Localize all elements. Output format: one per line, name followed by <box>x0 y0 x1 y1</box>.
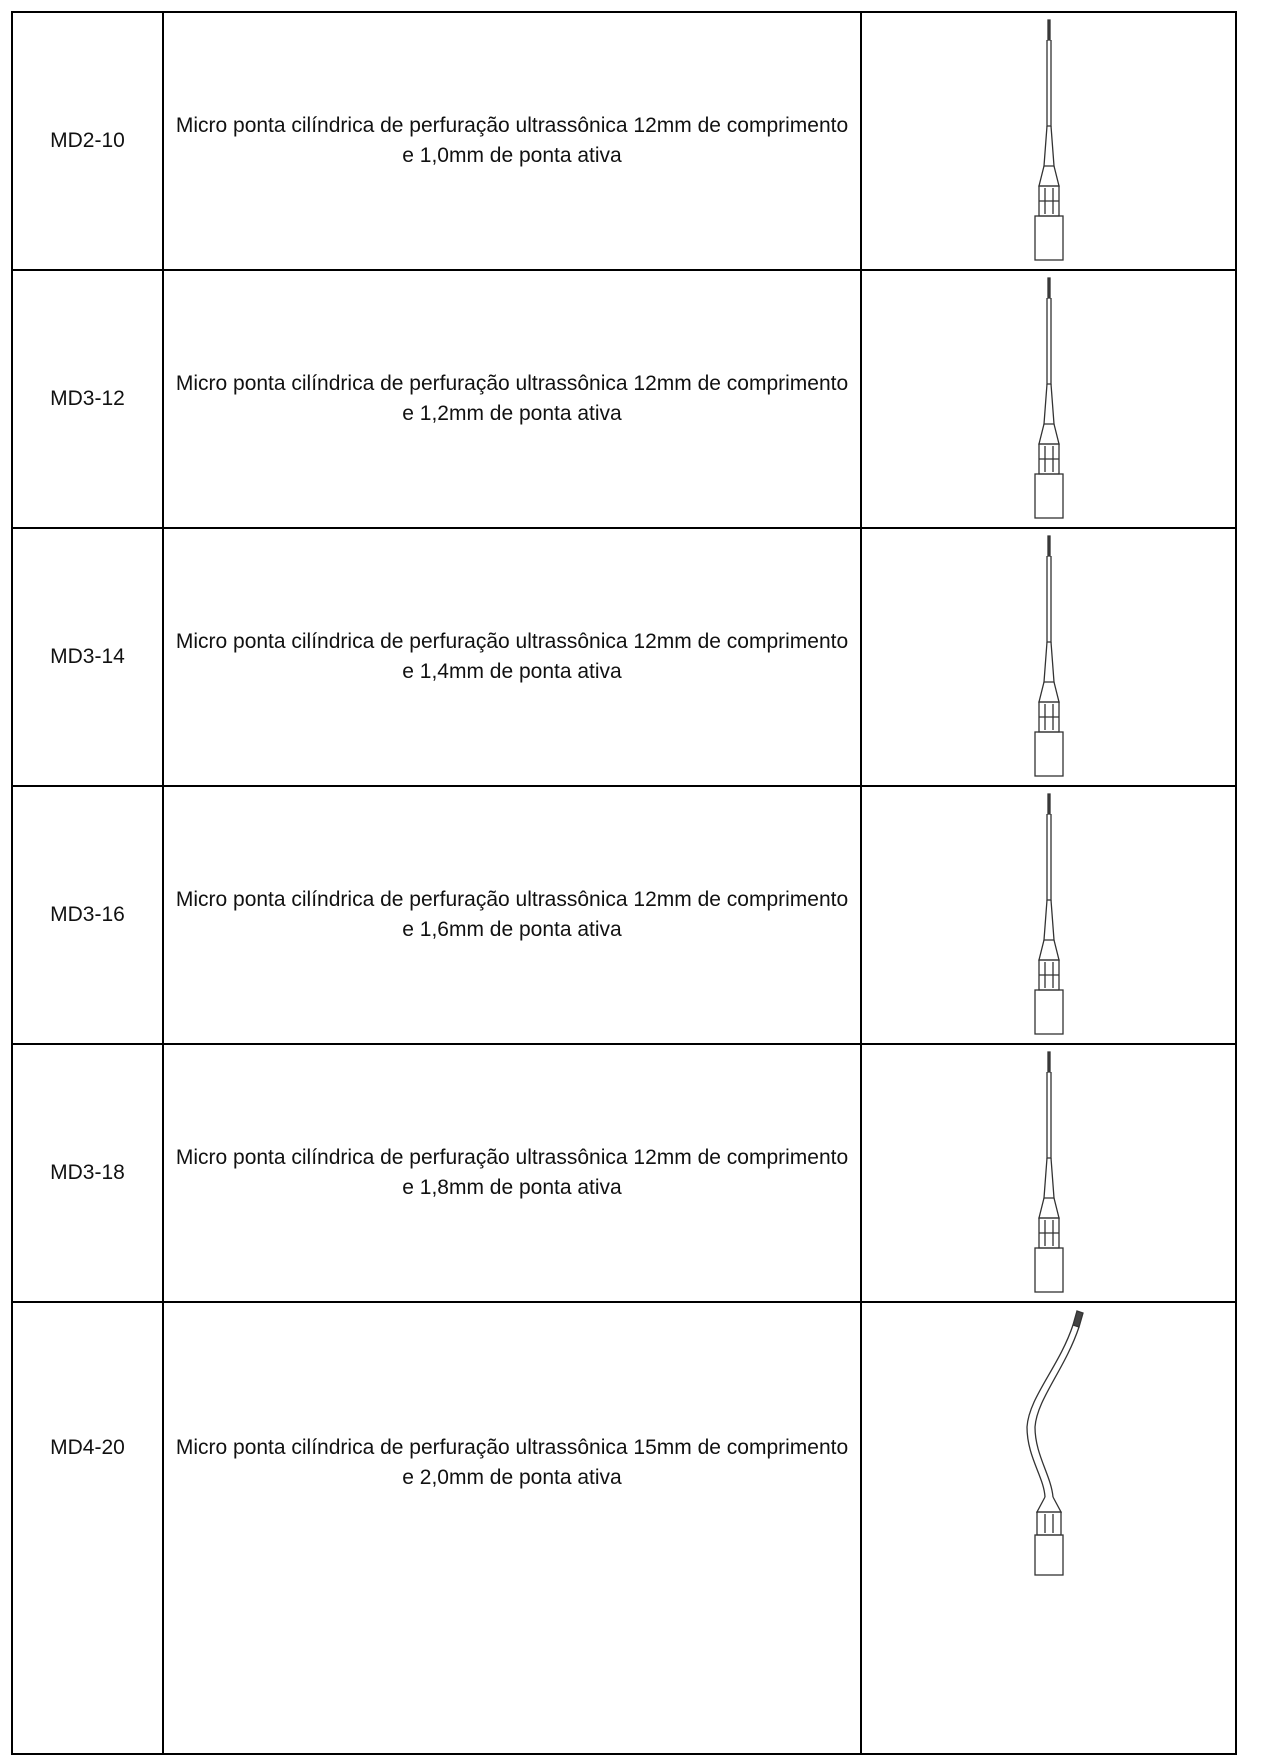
tip-illustration <box>1025 1310 1084 1576</box>
table-row: MD3-18 Micro ponta cilíndrica de perfura… <box>11 1043 1237 1303</box>
product-image <box>860 1301 1237 1755</box>
product-code: MD3-16 <box>11 785 164 1045</box>
table-row: MD3-14 Micro ponta cilíndrica de perfura… <box>11 527 1237 787</box>
product-image <box>860 269 1237 529</box>
product-image <box>860 527 1237 787</box>
product-description: Micro ponta cilíndrica de perfuração ult… <box>162 1043 862 1303</box>
tip-illustration <box>1033 793 1064 1035</box>
table-row: MD2-10 Micro ponta cilíndrica de perfura… <box>11 11 1237 271</box>
page: MD2-10 Micro ponta cilíndrica de perfura… <box>11 11 1237 1755</box>
product-table: MD2-10 Micro ponta cilíndrica de perfura… <box>11 11 1237 1755</box>
product-code: MD4-20 <box>11 1301 164 1755</box>
tip-illustration <box>1033 277 1064 519</box>
product-image <box>860 785 1237 1045</box>
product-image <box>860 1043 1237 1303</box>
product-description: Micro ponta cilíndrica de perfuração ult… <box>162 785 862 1045</box>
table-row: MD3-16 Micro ponta cilíndrica de perfura… <box>11 785 1237 1045</box>
product-code: MD3-12 <box>11 269 164 529</box>
product-image <box>860 11 1237 271</box>
product-code: MD3-14 <box>11 527 164 787</box>
product-description: Micro ponta cilíndrica de perfuração ult… <box>162 269 862 529</box>
tip-illustration <box>1033 19 1064 261</box>
product-description: Micro ponta cilíndrica de perfuração ult… <box>162 1301 862 1755</box>
product-code: MD3-18 <box>11 1043 164 1303</box>
table-row: MD4-20 Micro ponta cilíndrica de perfura… <box>11 1301 1237 1755</box>
tip-illustration <box>1033 1051 1064 1293</box>
product-code: MD2-10 <box>11 11 164 271</box>
table-row: MD3-12 Micro ponta cilíndrica de perfura… <box>11 269 1237 529</box>
product-description: Micro ponta cilíndrica de perfuração ult… <box>162 527 862 787</box>
tip-illustration <box>1033 535 1064 777</box>
product-description: Micro ponta cilíndrica de perfuração ult… <box>162 11 862 271</box>
